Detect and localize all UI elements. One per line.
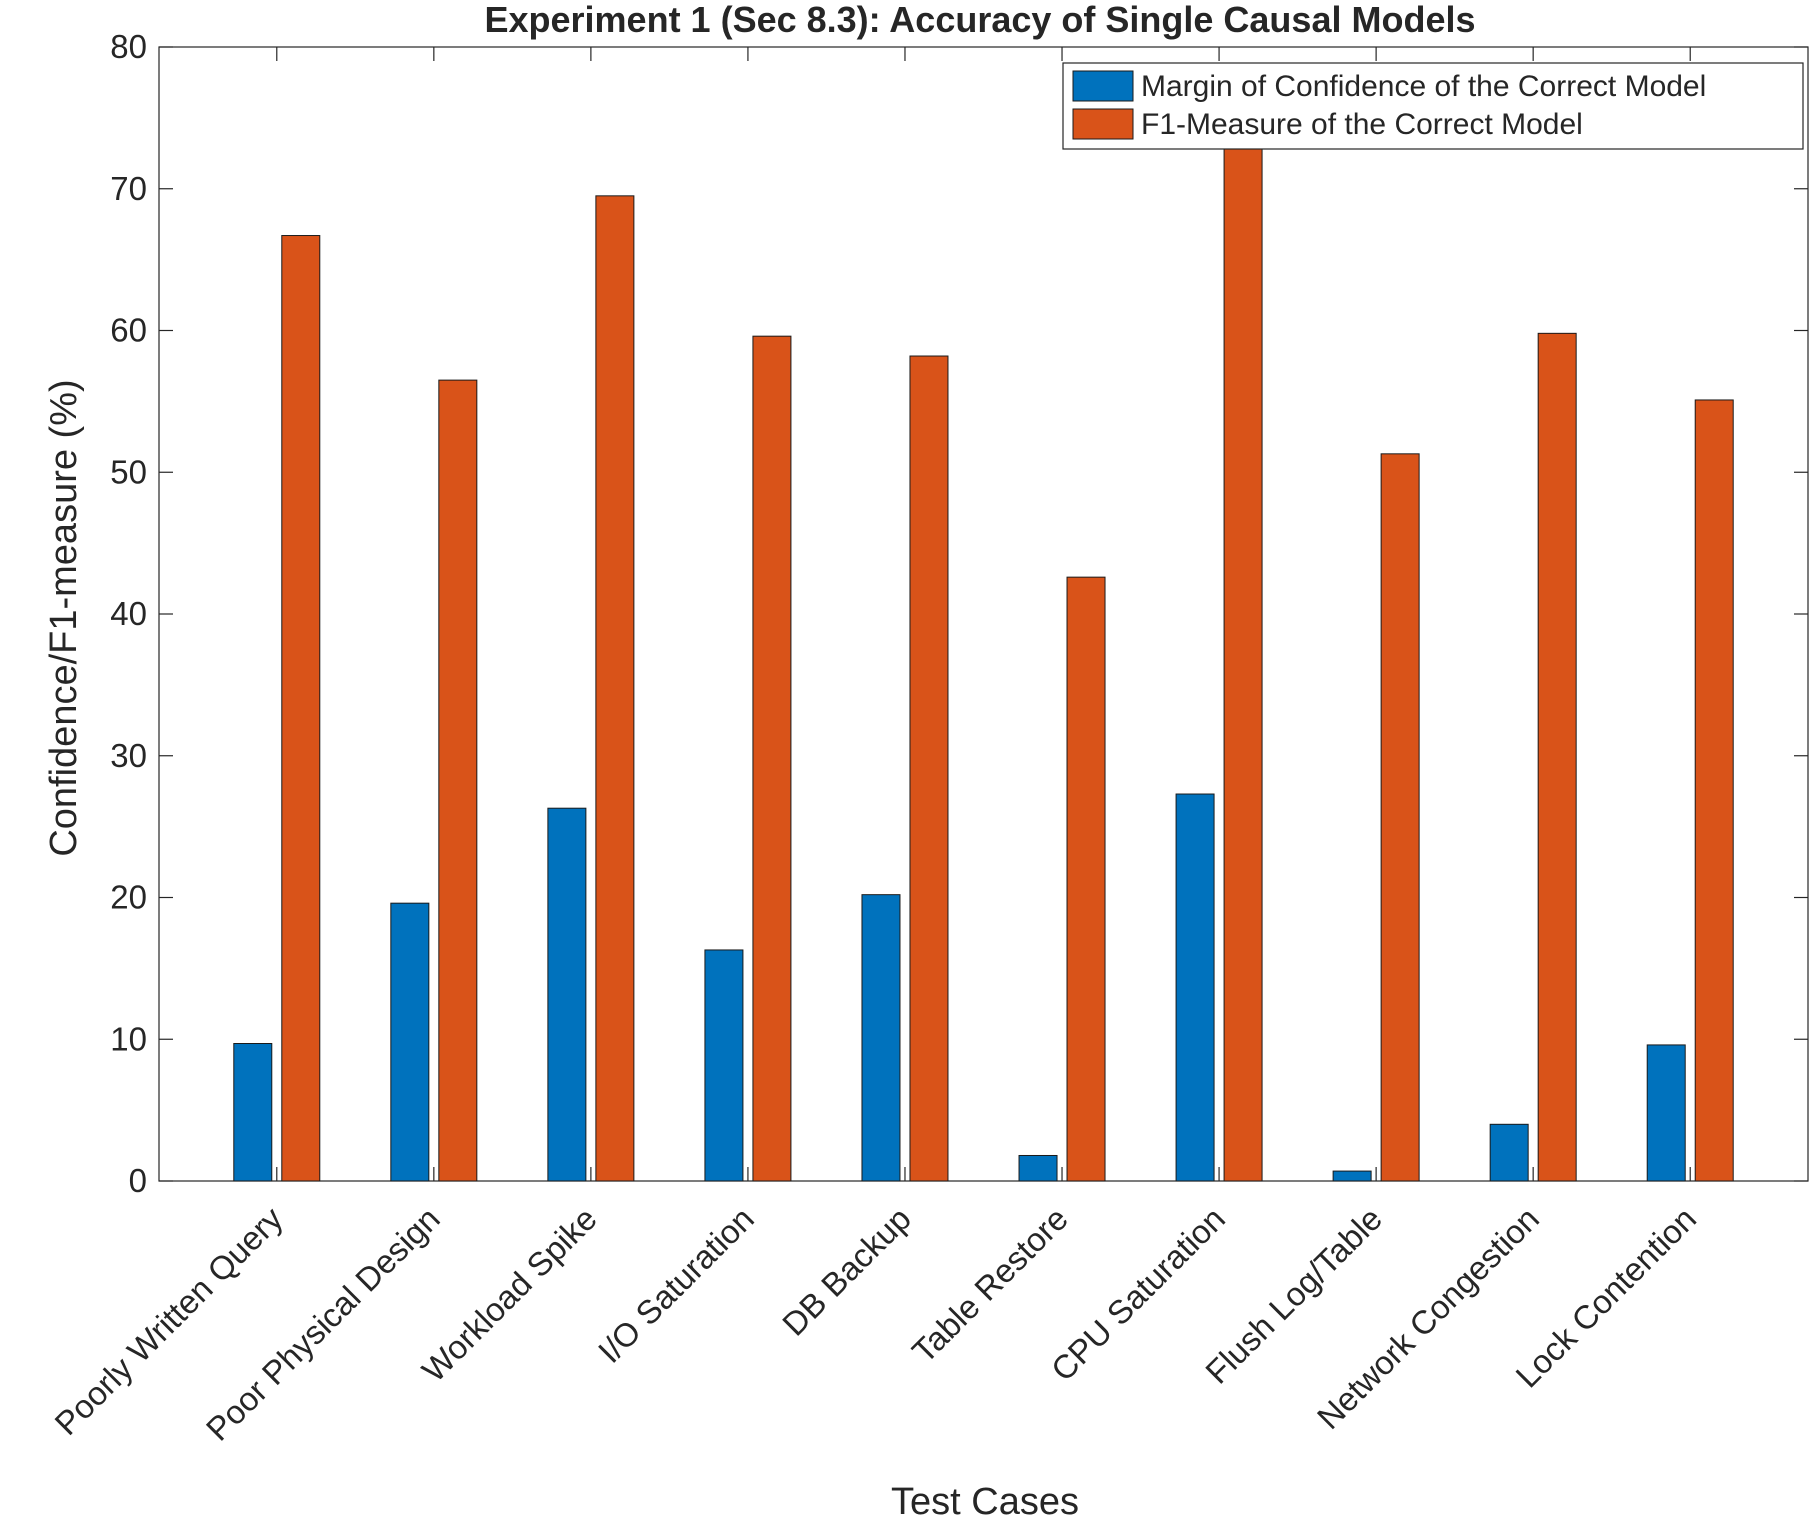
bar-f1-measure xyxy=(1380,453,1420,1182)
y-axis-label: Confidence/F1-measure (%) xyxy=(43,379,85,856)
bar-f1-measure xyxy=(909,355,949,1182)
bar-f1-measure xyxy=(1223,145,1263,1182)
y-tick-label: 10 xyxy=(110,1020,147,1057)
bar-margin-of-confidence xyxy=(390,902,430,1182)
y-tick-label: 80 xyxy=(110,28,147,65)
bar-f1-measure xyxy=(752,335,792,1182)
legend-label: Margin of Confidence of the Correct Mode… xyxy=(1141,70,1706,103)
chart-title: Experiment 1 (Sec 8.3): Accuracy of Sing… xyxy=(484,0,1475,40)
x-axis-label: Test Cases xyxy=(891,1481,1079,1521)
bar-f1-measure xyxy=(438,379,478,1182)
x-category-label: Table Restore xyxy=(905,1200,1075,1370)
bar-margin-of-confidence xyxy=(547,807,587,1182)
y-tick-label: 30 xyxy=(110,737,147,774)
legend-box xyxy=(1062,62,1804,150)
bar-margin-of-confidence xyxy=(1489,1123,1529,1182)
y-tick-label: 50 xyxy=(110,453,147,490)
legend-label: F1-Measure of the Correct Model xyxy=(1141,108,1583,141)
x-category-label: DB Backup xyxy=(775,1200,918,1343)
legend-swatch xyxy=(1072,108,1134,140)
legend: Margin of Confidence of the Correct Mode… xyxy=(1062,62,1804,150)
bar-margin-of-confidence xyxy=(1646,1044,1686,1182)
y-tick-label: 70 xyxy=(110,170,147,207)
bar-margin-of-confidence xyxy=(1018,1154,1058,1182)
x-category-label: I/O Saturation xyxy=(591,1200,761,1370)
bar-margin-of-confidence xyxy=(233,1043,273,1182)
bar-f1-measure xyxy=(595,195,635,1182)
bar-margin-of-confidence xyxy=(1332,1170,1372,1182)
bar-margin-of-confidence xyxy=(861,894,901,1182)
bar-margin-of-confidence xyxy=(1175,793,1215,1182)
y-tick-label: 20 xyxy=(110,879,147,916)
bar-f1-measure xyxy=(1066,576,1106,1182)
bar-f1-measure xyxy=(1537,332,1577,1182)
y-tick-label: 60 xyxy=(110,312,147,349)
bar-f1-measure xyxy=(281,235,321,1182)
y-tick-label: 40 xyxy=(110,595,147,632)
y-tick-label: 0 xyxy=(129,1162,147,1199)
legend-swatch xyxy=(1072,70,1134,102)
bar-f1-measure xyxy=(1694,399,1734,1182)
bar-margin-of-confidence xyxy=(704,949,744,1182)
